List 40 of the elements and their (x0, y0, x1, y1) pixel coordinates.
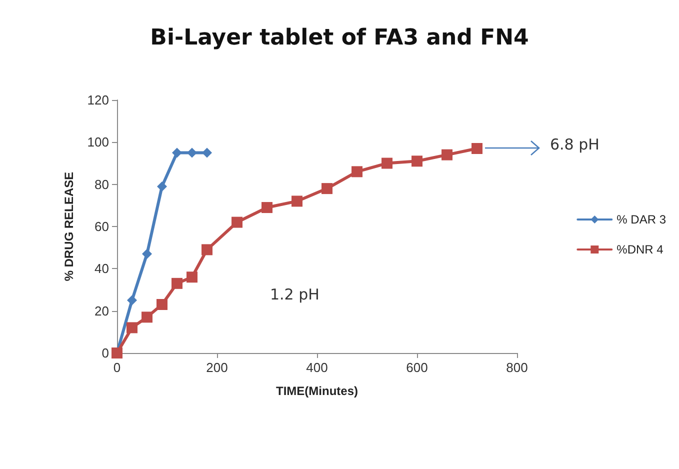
legend-label: % DAR 3 (616, 212, 666, 226)
x-tick-label: 400 (306, 360, 328, 375)
point (292, 196, 302, 207)
point (142, 248, 152, 259)
y-tick-label: 100 (87, 134, 109, 150)
text: 6.8 pH (550, 136, 600, 154)
x-tick-label: 200 (206, 360, 228, 375)
legend-label: %DNR 4 (616, 242, 664, 256)
point (202, 148, 212, 158)
chart-title: Bi-Layer tablet of FA3 and FN4 (150, 26, 529, 50)
point (156, 299, 168, 310)
x-tick-label: 0 (113, 360, 121, 375)
point (382, 158, 392, 169)
point (127, 295, 137, 306)
point (172, 278, 182, 289)
y-axis-title: % DRUG RELEASE (62, 172, 76, 282)
y-tick-label: 120 (87, 92, 109, 108)
point (187, 148, 197, 158)
point (186, 272, 198, 283)
y-tick-label: 20 (94, 303, 109, 318)
x-tick-label: 800 (506, 360, 528, 375)
y-tick-label: 80 (94, 176, 109, 192)
point (472, 142, 482, 154)
point (232, 216, 242, 228)
y-tick-label: 40 (94, 261, 109, 276)
point (142, 312, 152, 323)
x-axis-title: TIME(Minutes) (276, 384, 358, 398)
point (262, 202, 272, 214)
point (442, 149, 452, 160)
point (126, 322, 138, 334)
x-tick-label: 600 (406, 360, 428, 375)
point (202, 244, 212, 256)
point (352, 166, 362, 178)
annotation: 1.2 pH (270, 286, 320, 304)
point (172, 148, 182, 158)
point (412, 156, 422, 167)
y-tick-label: 60 (94, 219, 109, 234)
point (157, 181, 167, 192)
y-tick-label: 0 (102, 346, 109, 360)
point (322, 183, 332, 194)
